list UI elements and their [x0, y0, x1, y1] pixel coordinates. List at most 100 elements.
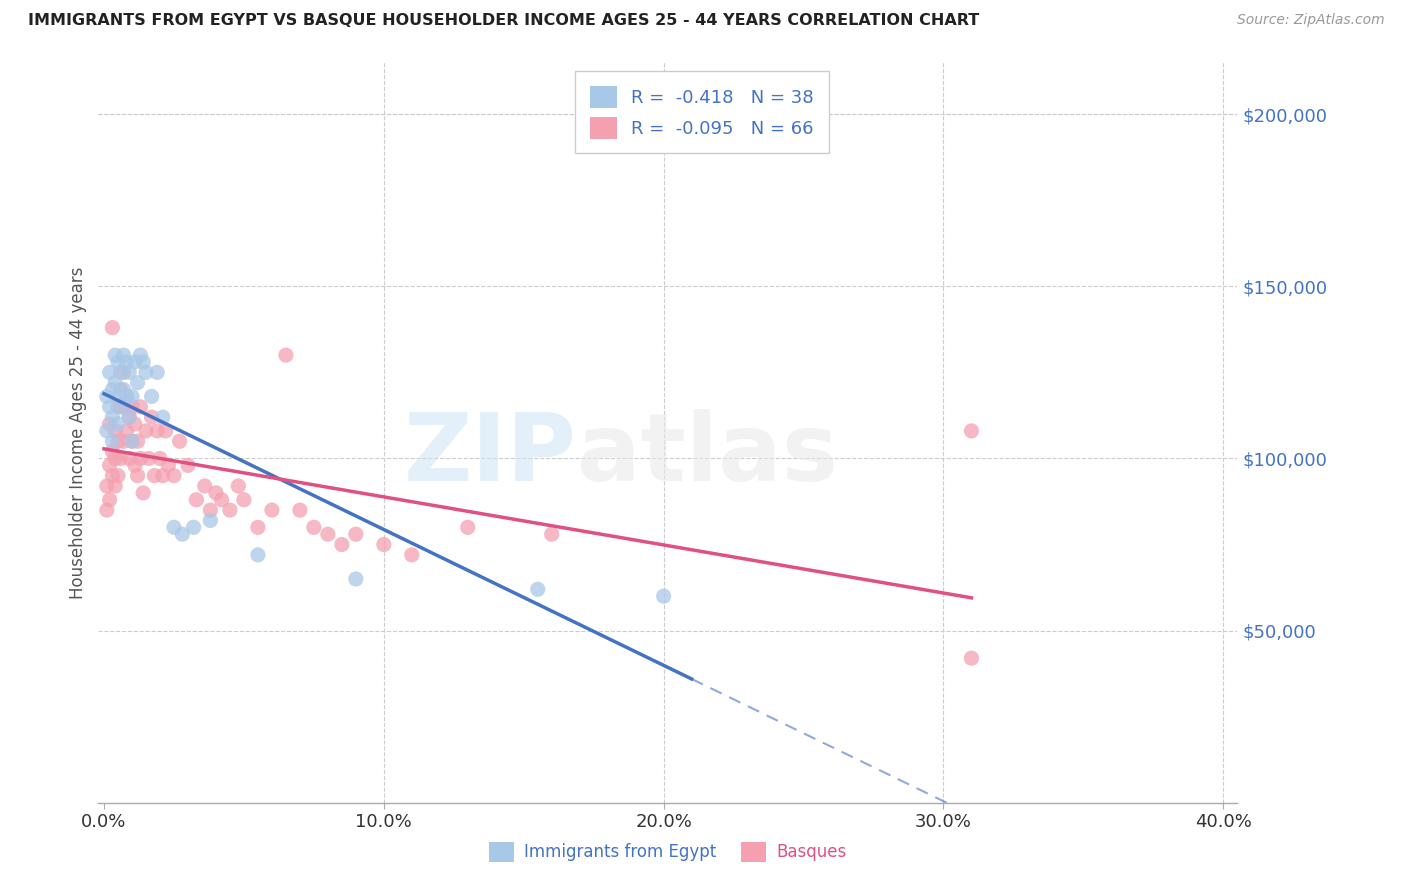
Point [118, 365, 141, 379]
Point [288, 503, 311, 517]
Point [124, 355, 146, 369]
Point [163, 468, 186, 483]
Point [101, 410, 124, 425]
Point [186, 492, 208, 507]
Point [457, 520, 479, 534]
Point [115, 389, 138, 403]
Point [115, 424, 138, 438]
Point [246, 548, 269, 562]
Point [157, 458, 180, 473]
Point [121, 434, 143, 449]
Point [98, 365, 121, 379]
Point [107, 355, 129, 369]
Point [115, 355, 138, 369]
Point [129, 451, 152, 466]
Point [146, 365, 169, 379]
Point [260, 503, 283, 517]
Point [118, 410, 141, 425]
Point [316, 527, 339, 541]
Point [121, 434, 143, 449]
Point [98, 417, 121, 431]
Point [115, 389, 138, 403]
Point [330, 537, 353, 551]
Point [112, 365, 135, 379]
Point [104, 479, 127, 493]
Y-axis label: Householder Income Ages 25 - 44 years: Householder Income Ages 25 - 44 years [69, 267, 87, 599]
Point [104, 376, 127, 390]
Legend: Immigrants from Egypt, Basques: Immigrants from Egypt, Basques [482, 835, 853, 869]
Point [526, 582, 548, 597]
Point [112, 434, 135, 449]
Point [163, 520, 186, 534]
Point [121, 400, 143, 414]
Point [373, 537, 395, 551]
Point [211, 492, 233, 507]
Point [149, 451, 172, 466]
Point [104, 348, 127, 362]
Text: Source: ZipAtlas.com: Source: ZipAtlas.com [1237, 13, 1385, 28]
Point [110, 365, 132, 379]
Point [152, 410, 174, 425]
Point [143, 468, 166, 483]
Point [960, 651, 983, 665]
Point [107, 434, 129, 449]
Point [110, 383, 132, 397]
Point [960, 424, 983, 438]
Point [138, 451, 160, 466]
Point [101, 383, 124, 397]
Point [183, 520, 205, 534]
Point [98, 492, 121, 507]
Text: IMMIGRANTS FROM EGYPT VS BASQUE HOUSEHOLDER INCOME AGES 25 - 44 YEARS CORRELATIO: IMMIGRANTS FROM EGYPT VS BASQUE HOUSEHOL… [28, 13, 980, 29]
Text: atlas: atlas [576, 409, 838, 500]
Point [107, 400, 129, 414]
Point [232, 492, 254, 507]
Point [107, 389, 129, 403]
Point [118, 410, 141, 425]
Point [112, 400, 135, 414]
Point [124, 417, 146, 431]
Point [172, 527, 194, 541]
Point [96, 424, 118, 438]
Point [96, 389, 118, 403]
Point [155, 424, 177, 438]
Point [652, 589, 675, 603]
Point [132, 486, 155, 500]
Point [344, 572, 367, 586]
Point [127, 468, 149, 483]
Point [141, 410, 163, 425]
Point [121, 389, 143, 403]
Point [127, 376, 149, 390]
Point [112, 383, 135, 397]
Point [104, 424, 127, 438]
Point [104, 451, 127, 466]
Point [194, 479, 217, 493]
Point [152, 468, 174, 483]
Point [129, 348, 152, 362]
Point [98, 400, 121, 414]
Point [228, 479, 250, 493]
Point [96, 503, 118, 517]
Point [274, 348, 297, 362]
Point [540, 527, 562, 541]
Point [101, 434, 124, 449]
Point [200, 503, 222, 517]
Point [205, 486, 228, 500]
Point [246, 520, 269, 534]
Point [169, 434, 191, 449]
Point [177, 458, 200, 473]
Point [98, 458, 121, 473]
Point [219, 503, 242, 517]
Point [200, 513, 222, 527]
Point [401, 548, 423, 562]
Point [107, 468, 129, 483]
Point [132, 355, 155, 369]
Point [302, 520, 325, 534]
Point [129, 400, 152, 414]
Point [118, 451, 141, 466]
Point [110, 400, 132, 414]
Point [112, 348, 135, 362]
Point [96, 479, 118, 493]
Point [127, 434, 149, 449]
Point [101, 444, 124, 458]
Point [135, 424, 157, 438]
